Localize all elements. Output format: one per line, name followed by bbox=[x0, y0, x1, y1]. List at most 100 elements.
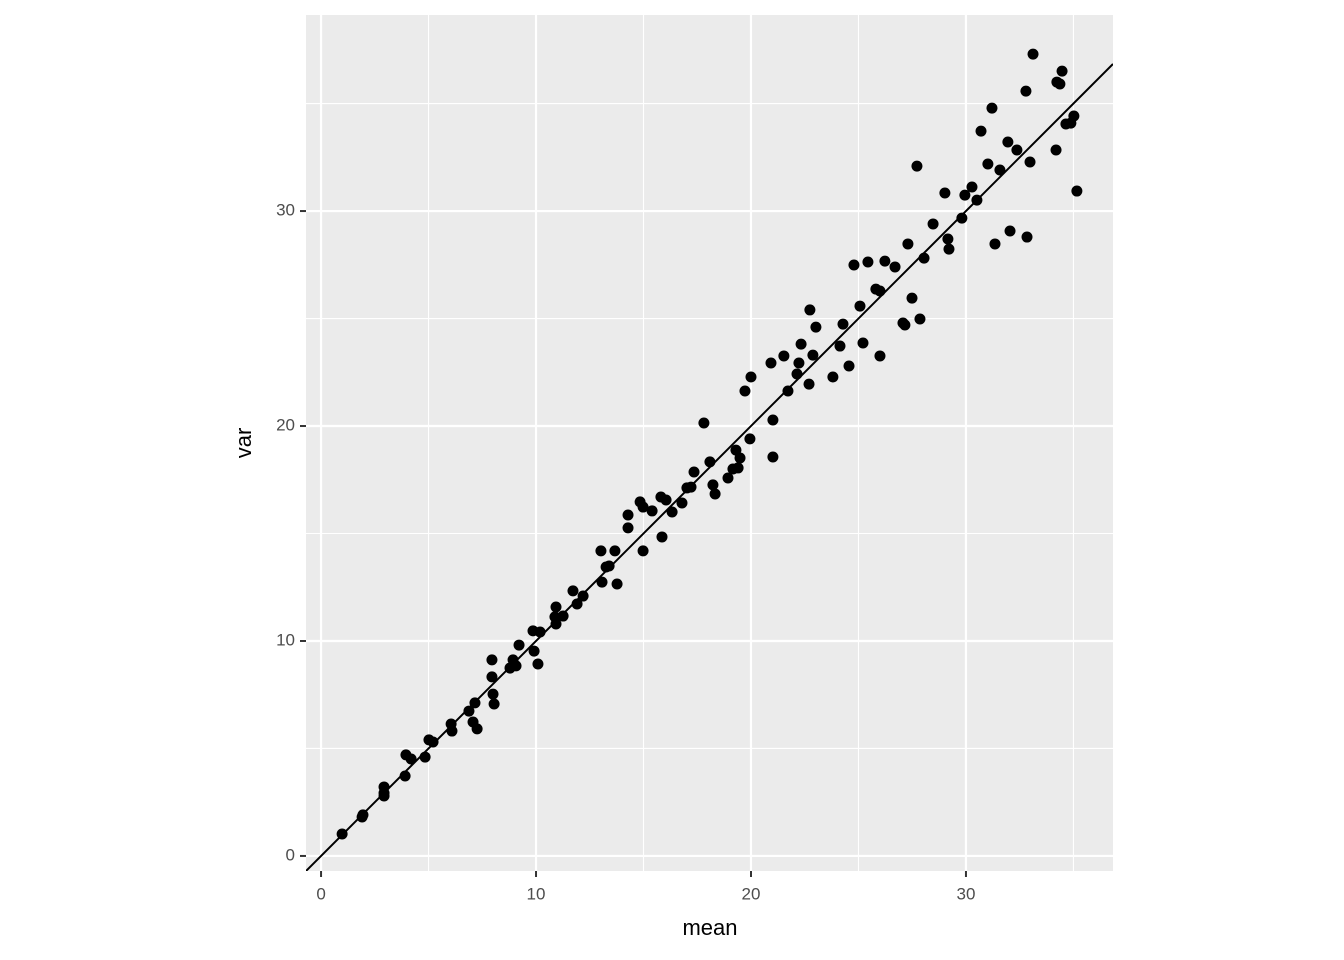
point bbox=[567, 585, 579, 597]
point bbox=[834, 340, 846, 352]
point bbox=[1050, 144, 1062, 156]
point bbox=[879, 255, 891, 267]
point bbox=[611, 578, 623, 590]
point bbox=[463, 705, 475, 717]
point bbox=[986, 102, 998, 114]
point bbox=[837, 318, 849, 330]
point bbox=[637, 545, 649, 557]
point bbox=[532, 658, 544, 670]
point bbox=[994, 164, 1006, 176]
point bbox=[528, 645, 540, 657]
point bbox=[959, 189, 971, 201]
point bbox=[739, 385, 751, 397]
point bbox=[595, 545, 607, 557]
point bbox=[378, 790, 390, 802]
y-tick-label: 30 bbox=[276, 201, 295, 220]
point bbox=[927, 218, 939, 230]
point bbox=[709, 488, 721, 500]
point bbox=[899, 319, 911, 331]
point bbox=[848, 259, 860, 271]
point bbox=[1021, 231, 1033, 243]
point bbox=[874, 350, 886, 362]
point bbox=[637, 501, 649, 513]
point bbox=[767, 451, 779, 463]
point bbox=[1071, 185, 1083, 197]
point bbox=[975, 125, 987, 137]
point bbox=[810, 321, 822, 333]
point bbox=[1024, 156, 1036, 168]
point bbox=[956, 212, 968, 224]
point bbox=[487, 688, 499, 700]
point bbox=[603, 560, 615, 572]
point bbox=[1002, 136, 1014, 148]
point bbox=[803, 378, 815, 390]
point bbox=[622, 509, 634, 521]
point bbox=[486, 671, 498, 683]
point bbox=[1027, 48, 1039, 60]
point bbox=[795, 338, 807, 350]
x-tick-label: 10 bbox=[527, 884, 546, 903]
point bbox=[707, 479, 719, 491]
point bbox=[732, 462, 744, 474]
y-tick-label: 0 bbox=[286, 845, 295, 864]
point bbox=[889, 261, 901, 273]
point bbox=[446, 725, 458, 737]
point bbox=[874, 285, 886, 297]
x-tick-label: 30 bbox=[956, 884, 975, 903]
point bbox=[902, 238, 914, 250]
point bbox=[857, 337, 869, 349]
point bbox=[793, 357, 805, 369]
point bbox=[782, 385, 794, 397]
point bbox=[550, 601, 562, 613]
point bbox=[698, 417, 710, 429]
y-tick-label: 20 bbox=[276, 416, 295, 435]
x-axis-title: mean bbox=[682, 915, 737, 940]
x-tick-label: 20 bbox=[742, 884, 761, 903]
point bbox=[807, 349, 819, 361]
point bbox=[688, 466, 700, 478]
point bbox=[843, 360, 855, 372]
point bbox=[939, 187, 951, 199]
point bbox=[911, 160, 923, 172]
point bbox=[488, 698, 500, 710]
point bbox=[1020, 85, 1032, 97]
point bbox=[989, 238, 1001, 250]
point bbox=[471, 723, 483, 735]
point bbox=[791, 368, 803, 380]
point bbox=[982, 158, 994, 170]
point bbox=[660, 494, 672, 506]
point bbox=[571, 598, 583, 610]
point bbox=[906, 292, 918, 304]
point bbox=[734, 452, 746, 464]
point bbox=[486, 654, 498, 666]
y-axis-title: var bbox=[231, 428, 256, 459]
point bbox=[778, 350, 790, 362]
point bbox=[1004, 225, 1016, 237]
point bbox=[914, 313, 926, 325]
reference-line bbox=[306, 63, 1113, 871]
point bbox=[596, 576, 608, 588]
point bbox=[943, 243, 955, 255]
point bbox=[942, 233, 954, 245]
point bbox=[646, 505, 658, 517]
point bbox=[862, 256, 874, 268]
point bbox=[427, 736, 439, 748]
point bbox=[765, 357, 777, 369]
point bbox=[1011, 144, 1023, 156]
y-tick-label: 10 bbox=[276, 630, 295, 649]
point bbox=[745, 371, 757, 383]
point bbox=[577, 590, 589, 602]
point bbox=[513, 639, 525, 651]
axes: 0 10 20 30 0 10 20 30 bbox=[276, 201, 975, 904]
point bbox=[804, 304, 816, 316]
point bbox=[1054, 78, 1066, 90]
panel bbox=[306, 15, 1113, 871]
point bbox=[609, 545, 621, 557]
point bbox=[656, 531, 668, 543]
point bbox=[767, 414, 779, 426]
x-tick-label: 0 bbox=[316, 884, 325, 903]
point bbox=[722, 472, 734, 484]
point bbox=[557, 610, 569, 622]
point bbox=[666, 506, 678, 518]
